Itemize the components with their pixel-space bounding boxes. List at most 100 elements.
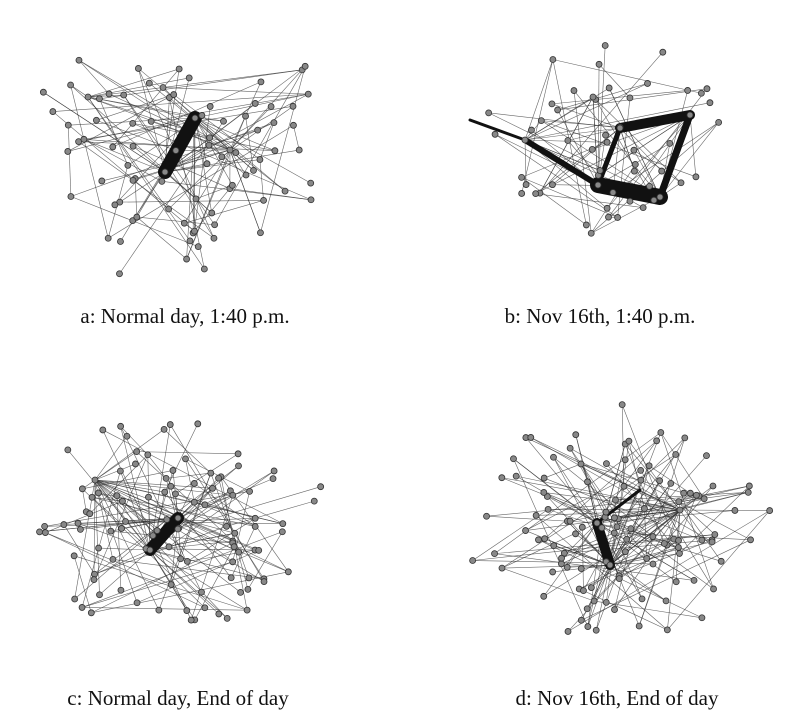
edge bbox=[96, 119, 176, 151]
edge bbox=[94, 479, 160, 611]
node bbox=[215, 610, 223, 618]
node bbox=[245, 574, 253, 582]
edge bbox=[87, 96, 191, 242]
node bbox=[605, 84, 613, 92]
heavy-edge bbox=[595, 125, 623, 188]
node bbox=[498, 474, 506, 482]
node bbox=[663, 626, 671, 634]
edge bbox=[573, 90, 592, 234]
node bbox=[564, 628, 572, 635]
edge bbox=[81, 531, 283, 608]
node bbox=[256, 156, 264, 163]
node bbox=[255, 546, 263, 554]
edge bbox=[125, 521, 283, 524]
node bbox=[116, 270, 123, 278]
node bbox=[36, 528, 43, 536]
node bbox=[540, 592, 548, 600]
node bbox=[172, 147, 180, 154]
node bbox=[660, 540, 668, 547]
node bbox=[637, 476, 645, 484]
edge bbox=[83, 138, 231, 151]
node bbox=[572, 530, 579, 538]
node bbox=[158, 177, 166, 185]
node bbox=[92, 116, 100, 124]
edge bbox=[597, 45, 606, 186]
node bbox=[270, 467, 278, 475]
edge bbox=[94, 479, 100, 595]
node bbox=[540, 489, 548, 496]
node bbox=[257, 229, 264, 237]
node bbox=[528, 126, 535, 134]
heavy-edge bbox=[158, 111, 202, 179]
node bbox=[207, 469, 215, 477]
node bbox=[537, 117, 545, 125]
node bbox=[163, 516, 171, 523]
node bbox=[307, 196, 315, 204]
node bbox=[201, 604, 209, 612]
edge bbox=[513, 458, 589, 627]
edge bbox=[609, 509, 681, 566]
node bbox=[612, 496, 619, 504]
edge bbox=[621, 404, 680, 554]
edge bbox=[184, 200, 264, 224]
edge bbox=[628, 441, 645, 509]
node bbox=[267, 103, 275, 110]
edge bbox=[552, 59, 702, 94]
node bbox=[693, 491, 700, 499]
node bbox=[307, 179, 315, 187]
node bbox=[638, 595, 646, 603]
edge bbox=[226, 500, 315, 527]
edge bbox=[591, 196, 661, 234]
node bbox=[159, 84, 167, 91]
node bbox=[485, 109, 493, 117]
edge bbox=[82, 607, 248, 611]
edge bbox=[592, 96, 682, 183]
node bbox=[564, 137, 572, 144]
edge bbox=[214, 66, 306, 225]
node bbox=[78, 604, 86, 611]
node bbox=[711, 531, 719, 538]
node bbox=[570, 87, 578, 94]
edge bbox=[177, 465, 239, 519]
node bbox=[84, 93, 92, 101]
edge bbox=[544, 477, 702, 541]
node bbox=[698, 536, 706, 544]
node bbox=[609, 189, 617, 196]
node bbox=[676, 506, 684, 514]
node bbox=[491, 130, 499, 138]
edge bbox=[194, 501, 283, 524]
edge bbox=[45, 500, 123, 533]
node bbox=[201, 501, 209, 509]
heavy-edge bbox=[144, 512, 184, 556]
node bbox=[580, 587, 587, 595]
edge bbox=[535, 515, 668, 631]
node bbox=[190, 498, 198, 506]
node bbox=[518, 190, 526, 197]
edge bbox=[524, 139, 527, 185]
edge bbox=[194, 483, 256, 527]
node bbox=[649, 560, 657, 568]
node bbox=[235, 462, 242, 470]
edge bbox=[660, 432, 705, 499]
edge bbox=[177, 477, 219, 519]
edge bbox=[194, 117, 233, 186]
edge bbox=[553, 545, 611, 566]
edge bbox=[195, 185, 233, 200]
node bbox=[703, 452, 710, 460]
edge bbox=[259, 122, 275, 160]
node bbox=[577, 460, 585, 468]
node bbox=[544, 506, 552, 513]
node bbox=[117, 422, 125, 430]
node bbox=[133, 448, 141, 456]
node bbox=[657, 429, 665, 436]
node bbox=[165, 205, 173, 213]
node bbox=[234, 450, 242, 458]
edge bbox=[96, 94, 174, 121]
edge bbox=[98, 492, 138, 603]
edge bbox=[547, 496, 598, 524]
edge bbox=[194, 546, 235, 621]
node bbox=[250, 166, 257, 174]
node bbox=[78, 485, 86, 493]
edge bbox=[552, 127, 621, 185]
edge bbox=[689, 114, 697, 177]
